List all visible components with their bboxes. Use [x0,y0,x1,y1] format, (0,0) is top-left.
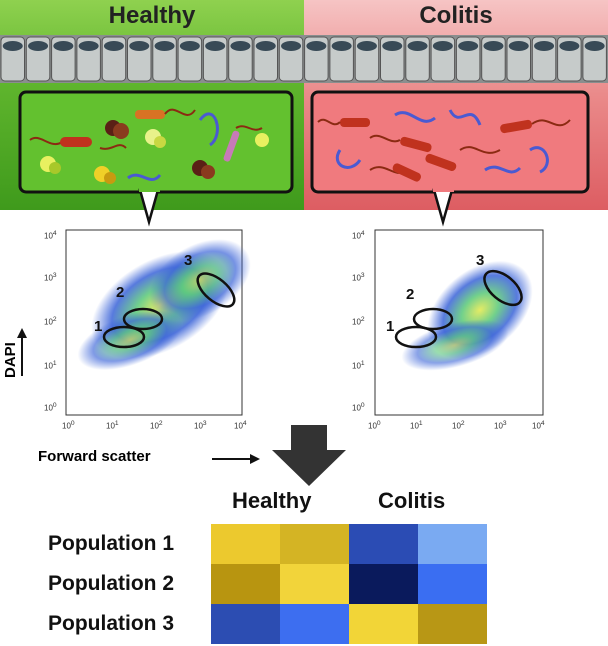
cell-nucleus [331,41,352,51]
x-tick-label: 103 [194,420,207,431]
x-tick-label: 102 [150,420,163,431]
cell-nucleus [179,41,200,51]
cell-nucleus [559,41,580,51]
heatmap-row-label: Population 3 [48,612,174,635]
x-tick-label: 100 [62,420,75,431]
heatmap-cell [280,604,349,644]
cell-nucleus [230,41,251,51]
gate-label-3: 3 [476,252,485,269]
x-axis-label: Forward scatter [38,448,151,465]
y-tick-label: 101 [44,360,57,371]
cell-nucleus [407,41,428,51]
cell-nucleus [432,41,453,51]
cell-nucleus [458,41,479,51]
y-tick-label: 103 [44,272,57,283]
cell-nucleus [483,41,504,51]
gate-label-2: 2 [406,286,415,303]
y-tick-label: 103 [352,272,365,283]
heatmap-cell [211,524,280,564]
cell-nucleus [205,41,226,51]
cell-nucleus [382,41,403,51]
cell-nucleus [103,41,124,51]
heatmap-cell [349,524,418,564]
heatmap-cell [418,564,487,604]
x-tick-label: 104 [532,420,545,431]
cell-nucleus [154,41,175,51]
healthy-title: Healthy [108,2,196,29]
heatmap-header-healthy: Healthy [232,488,312,513]
axis-arrows [17,328,260,464]
colitis-title: Colitis [419,2,493,29]
cell-nucleus [255,41,276,51]
heatmap-cell [349,564,418,604]
cell-nucleus [129,41,150,51]
heatmap-cell [418,604,487,644]
epithelium-layer [0,35,608,83]
y-tick-label: 100 [44,402,57,413]
y-tick-label: 102 [44,316,57,327]
y-tick-label: 101 [352,360,365,371]
gate-label-1: 1 [94,318,103,335]
x-tick-label: 101 [106,420,119,431]
gate-label-1: 1 [386,318,395,335]
gate-label-3: 3 [184,252,193,269]
gate-label-2: 2 [116,284,125,301]
cell-nucleus [508,41,529,51]
heatmap-cell [211,604,280,644]
cell-nucleus [78,41,99,51]
flow-plot-colitis [374,229,544,416]
cell-nucleus [281,41,302,51]
flow-plot-healthy [65,229,251,416]
x-tick-label: 101 [410,420,423,431]
heatmap-cell [280,524,349,564]
down-arrow [272,425,346,486]
y-tick-label: 104 [352,230,365,241]
cell-nucleus [534,41,555,51]
y-axis-label: DAPI [2,342,19,378]
y-tick-label: 102 [352,316,365,327]
cell-nucleus [356,41,377,51]
cell-nucleus [584,41,605,51]
heatmap-header-colitis: Colitis [378,488,446,513]
healthy-bacteria [29,108,269,184]
cell-nucleus [306,41,327,51]
healthy-microbiota-box [18,90,294,227]
colitis-bacteria [317,109,571,182]
x-tick-label: 102 [452,420,465,431]
heatmap-cell [349,604,418,644]
y-tick-label: 104 [44,230,57,241]
heatmap [211,524,487,644]
heatmap-row-label: Population 2 [48,572,174,595]
cell-nucleus [53,41,74,51]
heatmap-cell [280,564,349,604]
cell-nucleus [2,41,23,51]
x-tick-label: 104 [234,420,247,431]
cell-nucleus [28,41,49,51]
y-tick-label: 100 [352,402,365,413]
x-tick-label: 103 [494,420,507,431]
colitis-microbiota-box [310,90,590,227]
heatmap-row-label: Population 1 [48,532,174,555]
heatmap-cell [418,524,487,564]
heatmap-cell [211,564,280,604]
x-tick-label: 100 [368,420,381,431]
